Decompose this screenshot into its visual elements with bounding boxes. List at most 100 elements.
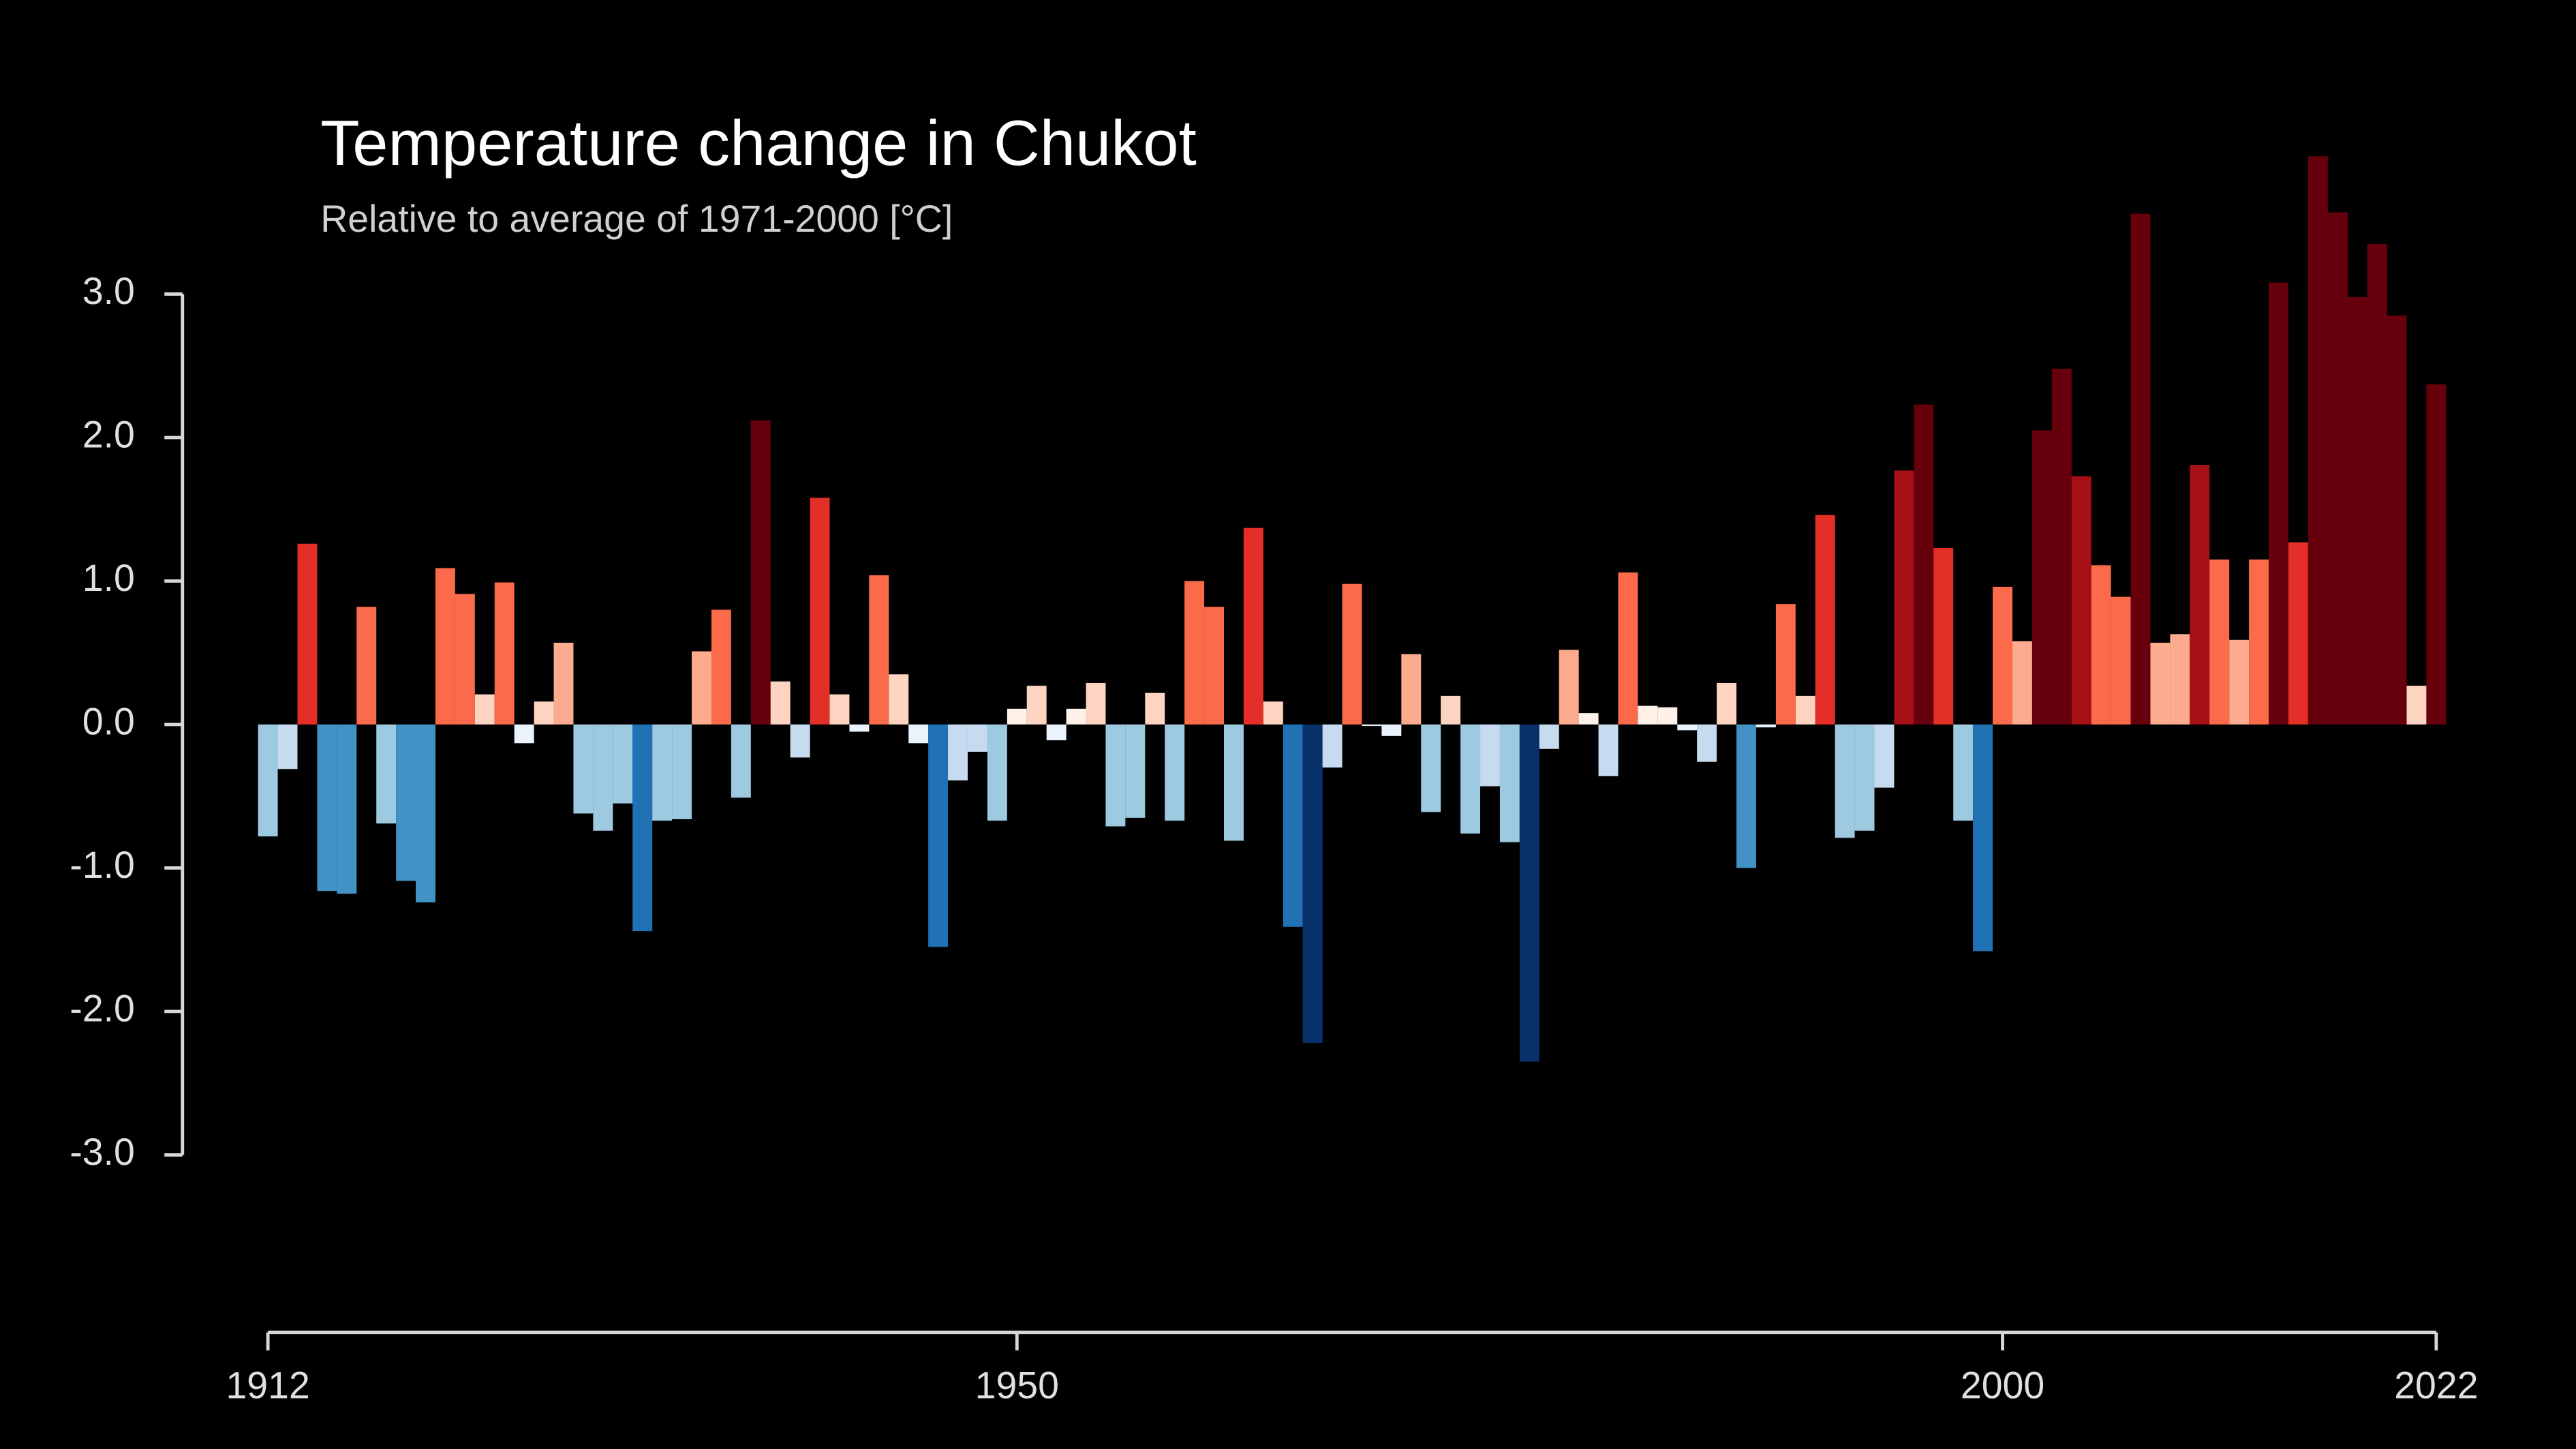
- bar: [2031, 430, 2052, 724]
- bar: [376, 724, 397, 824]
- x-tick-label: 1912: [226, 1364, 309, 1406]
- x-tick-label: 2000: [1961, 1364, 2044, 1406]
- bar: [2190, 464, 2210, 724]
- bar: [928, 724, 949, 947]
- bar: [1362, 724, 1382, 727]
- bar: [337, 724, 357, 894]
- bar: [2229, 639, 2250, 724]
- chart-subtitle: Relative to average of 1971-2000 [°C]: [320, 198, 953, 240]
- bar: [2150, 643, 2171, 724]
- bar: [1204, 607, 1224, 724]
- bar: [1322, 724, 1343, 768]
- bar: [810, 498, 830, 724]
- bar: [1697, 724, 1717, 762]
- bar: [1421, 724, 1441, 812]
- bar: [2012, 641, 2032, 724]
- bar: [2130, 213, 2151, 724]
- bar: [2209, 559, 2230, 724]
- bar: [1953, 724, 1974, 821]
- bar: [2051, 368, 2072, 724]
- bar: [573, 724, 594, 814]
- bar: [632, 724, 653, 932]
- bar: [1499, 724, 1520, 842]
- bar: [2347, 296, 2367, 724]
- bar: [474, 694, 495, 724]
- bar: [455, 594, 475, 724]
- y-tick-label: -3.0: [70, 1131, 134, 1173]
- bar: [1598, 724, 1619, 776]
- y-tick-label: 0.0: [82, 701, 135, 743]
- bar: [2111, 596, 2131, 724]
- bar: [692, 651, 711, 724]
- bar: [2170, 634, 2190, 724]
- bar: [1854, 724, 1875, 831]
- bar: [711, 609, 731, 724]
- bar: [1519, 724, 1539, 1062]
- bar: [1223, 724, 1244, 841]
- bar: [2249, 559, 2269, 724]
- bar: [1342, 583, 1362, 724]
- bar: [317, 724, 337, 891]
- bar: [770, 681, 791, 724]
- bar: [1795, 695, 1815, 724]
- bar: [613, 724, 633, 804]
- x-tick-label: 2022: [2394, 1364, 2478, 1406]
- bar: [534, 701, 554, 724]
- bar: [258, 724, 278, 837]
- bar: [1125, 724, 1146, 818]
- bar: [2071, 476, 2091, 724]
- bar: [494, 582, 515, 724]
- bar: [672, 724, 692, 819]
- bar: [750, 420, 771, 724]
- bar: [593, 724, 613, 831]
- bar: [514, 724, 534, 744]
- y-tick-label: -2.0: [70, 988, 134, 1030]
- bar: [1578, 713, 1599, 724]
- bar: [1933, 548, 1954, 724]
- bar: [1993, 586, 2012, 724]
- bar: [1066, 708, 1086, 724]
- bar: [1460, 724, 1481, 834]
- bar: [1815, 515, 1835, 724]
- bar: [1263, 701, 1283, 724]
- chart-title: Temperature change in Chukot: [320, 107, 1196, 179]
- bar: [297, 543, 318, 724]
- bar: [1086, 682, 1106, 724]
- bar: [1638, 705, 1658, 724]
- bar: [1914, 404, 1934, 724]
- bar: [987, 724, 1007, 821]
- bar: [1559, 650, 1579, 724]
- bar: [2406, 686, 2427, 724]
- y-tick-label: 1.0: [82, 557, 135, 599]
- bar: [277, 724, 298, 769]
- bar: [967, 724, 987, 752]
- bar: [2091, 565, 2111, 724]
- bar: [356, 607, 377, 724]
- x-tick-label: 1950: [975, 1364, 1059, 1406]
- bar: [889, 674, 909, 724]
- bar: [652, 724, 673, 821]
- bar: [2327, 212, 2348, 724]
- bar: [1145, 692, 1165, 724]
- bar: [2288, 542, 2308, 724]
- bar: [1046, 724, 1067, 741]
- bar: [396, 724, 416, 881]
- bar: [553, 643, 574, 724]
- bar: [1184, 581, 1205, 724]
- bar: [1105, 724, 1126, 827]
- bar: [1243, 528, 1263, 724]
- bar: [908, 724, 929, 744]
- bar: [1874, 724, 1895, 788]
- bar: [1677, 724, 1698, 731]
- bar: [1835, 724, 1855, 838]
- bar: [1283, 724, 1303, 927]
- bar: [731, 724, 751, 798]
- bar: [2426, 384, 2447, 724]
- bar: [1894, 470, 1914, 724]
- bar: [2367, 243, 2387, 724]
- bar: [1026, 686, 1047, 724]
- bar: [1381, 724, 1402, 736]
- bar: [1618, 572, 1638, 724]
